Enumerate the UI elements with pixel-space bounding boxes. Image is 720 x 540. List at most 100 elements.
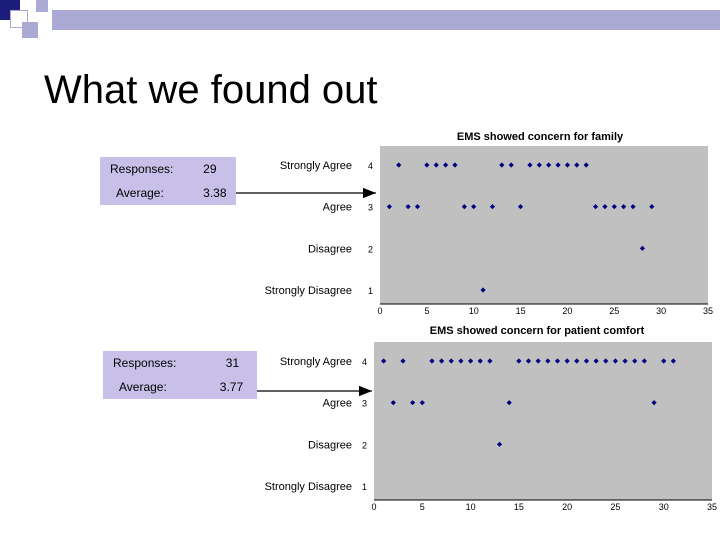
category-label: Strongly Agree	[280, 356, 352, 368]
category-label: Agree	[323, 202, 352, 214]
data-point	[410, 400, 416, 406]
data-point	[603, 358, 609, 364]
data-point	[621, 204, 627, 210]
y-tick-label: 3	[362, 399, 367, 409]
data-point	[641, 358, 647, 364]
data-point	[630, 204, 636, 210]
x-tick-label: 5	[420, 502, 425, 512]
data-point	[400, 358, 406, 364]
responses-value: 31	[225, 356, 240, 370]
stat-row-responses: Responses: 29	[100, 157, 236, 181]
data-point	[396, 162, 402, 168]
y-tick-label: 1	[368, 286, 373, 296]
header-square-light-2	[36, 0, 48, 12]
plot-area	[374, 342, 712, 500]
stats-table-family: Responses: 29 Average: 3.38	[100, 157, 236, 205]
data-point	[632, 358, 638, 364]
data-point	[661, 358, 667, 364]
data-point	[545, 358, 551, 364]
category-label: Strongly Disagree	[265, 481, 352, 493]
y-tick-label: 1	[362, 482, 367, 492]
data-point	[390, 400, 396, 406]
y-tick-label: 4	[368, 161, 373, 171]
data-point	[496, 441, 503, 447]
data-point	[555, 162, 561, 168]
responses-label: Responses:	[110, 162, 174, 176]
data-point	[489, 204, 496, 210]
data-point	[517, 204, 524, 210]
data-point	[516, 358, 522, 364]
data-point	[602, 204, 608, 210]
data-point	[433, 162, 439, 168]
y-tick-label: 4	[362, 357, 367, 367]
stat-row-average: Average: 3.38	[100, 181, 236, 205]
page-title: What we found out	[44, 68, 378, 112]
average-value: 3.38	[203, 186, 227, 200]
chart-title: EMS showed concern for family	[457, 131, 624, 143]
x-tick-label: 35	[703, 306, 713, 316]
y-tick-label: 3	[368, 203, 373, 213]
data-point	[564, 162, 571, 168]
data-point	[525, 358, 532, 364]
data-point	[508, 162, 514, 168]
x-tick-label: 0	[371, 502, 376, 512]
data-point	[583, 162, 589, 168]
data-point	[670, 358, 676, 364]
header-band	[52, 10, 720, 30]
stat-row-responses: Responses: 31	[103, 351, 257, 375]
x-tick-label: 25	[609, 306, 619, 316]
data-point	[414, 204, 421, 210]
responses-value: 29	[203, 162, 217, 176]
header-square-light	[22, 22, 38, 38]
data-point	[480, 287, 486, 293]
data-point	[405, 204, 411, 210]
data-point	[651, 400, 657, 406]
chart-patient-comfort: EMS showed concern for patient comfort 4 3…	[265, 325, 717, 512]
data-point	[467, 358, 474, 364]
data-point	[592, 204, 599, 210]
data-point	[583, 358, 590, 364]
x-tick-label: 0	[377, 306, 382, 316]
data-point	[546, 162, 552, 168]
data-point	[443, 162, 449, 168]
data-point	[386, 204, 392, 210]
category-label: Disagree	[308, 243, 352, 255]
data-point	[452, 162, 458, 168]
data-point	[649, 204, 655, 210]
data-point	[554, 358, 561, 364]
data-point	[593, 358, 599, 364]
x-tick-label: 25	[610, 502, 620, 512]
stats-table-comfort: Responses: 31 Average: 3.77	[103, 351, 257, 399]
stat-row-average: Average: 3.77	[103, 375, 257, 399]
x-tick-label: 15	[516, 306, 526, 316]
data-point	[574, 358, 580, 364]
x-tick-label: 35	[707, 502, 717, 512]
data-point	[499, 162, 505, 168]
data-point	[424, 162, 430, 168]
x-tick-label: 30	[656, 306, 666, 316]
data-point	[574, 162, 580, 168]
category-label: Strongly Disagree	[265, 285, 352, 297]
x-tick-label: 10	[466, 502, 476, 512]
data-point	[564, 358, 570, 364]
data-point	[612, 358, 619, 364]
average-label: Average:	[116, 186, 164, 200]
data-point	[622, 358, 628, 364]
data-point	[611, 204, 617, 210]
data-point	[461, 204, 467, 210]
chart-family: EMS showed concern for family 4 3 2 1 Strongl…	[265, 131, 713, 316]
data-point	[639, 245, 645, 251]
x-tick-label: 20	[562, 306, 572, 316]
data-point	[471, 204, 477, 210]
x-tick-label: 15	[514, 502, 524, 512]
y-tick-label: 2	[368, 244, 373, 254]
category-label: Disagree	[308, 439, 352, 451]
data-point	[487, 358, 493, 364]
data-point	[536, 162, 542, 168]
x-tick-label: 10	[469, 306, 479, 316]
data-point	[439, 358, 445, 364]
average-value: 3.77	[219, 380, 244, 394]
data-point	[506, 400, 512, 406]
data-point	[535, 358, 541, 364]
